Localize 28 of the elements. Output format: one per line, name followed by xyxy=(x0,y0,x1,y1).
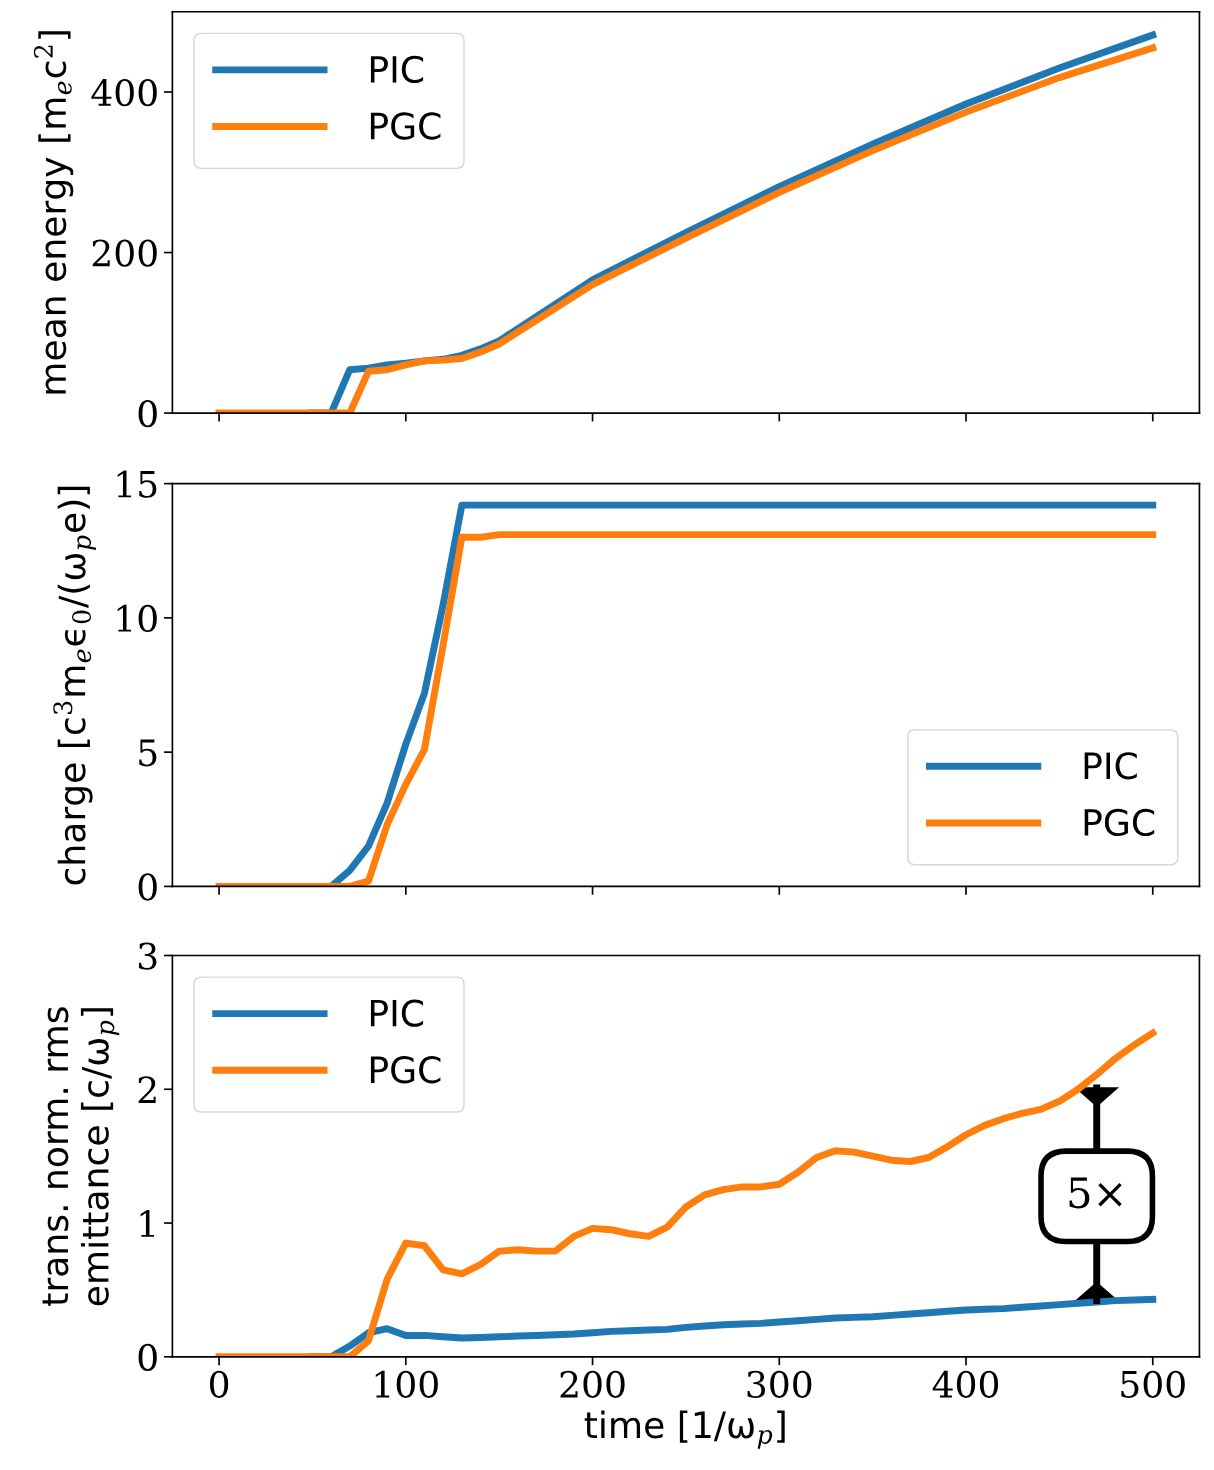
x-tick-label: 300 xyxy=(747,1370,812,1398)
legend-label: PGC xyxy=(370,1056,441,1084)
y-tick-label: 0 xyxy=(138,1343,157,1372)
y-axis-title: mean energy [m$_{e}$c$^{2}$] xyxy=(33,31,74,394)
legend-label: PIC xyxy=(1084,752,1137,780)
legend-label: PIC xyxy=(370,55,424,84)
x-tick-label: 100 xyxy=(375,1370,438,1398)
y-tick-label: 0 xyxy=(138,873,157,901)
legend-label: PGC xyxy=(370,112,441,140)
y-tick-label: 200 xyxy=(92,239,157,267)
y-tick-label: 400 xyxy=(91,78,157,107)
y-tick-label: 0 xyxy=(138,399,157,428)
y-tick-label: 5 xyxy=(139,739,157,767)
y-tick-label: 15 xyxy=(117,470,157,498)
y-axis-title: trans. norm. rms emittance [c/ω$_{p}$] xyxy=(42,1007,120,1306)
x-tick-label: 0 xyxy=(209,1370,229,1398)
x-tick-label: 200 xyxy=(560,1370,625,1398)
y-tick-label: 10 xyxy=(117,604,157,633)
x-tick-label: 500 xyxy=(1121,1370,1185,1398)
x-axis-title: time [1/ω$_{p}$] xyxy=(584,1410,785,1449)
legend-label: PIC xyxy=(370,999,424,1027)
x-tick-label: 400 xyxy=(932,1370,999,1398)
y-tick-label: 3 xyxy=(138,942,157,970)
y-tick-label: 1 xyxy=(140,1209,155,1237)
annotation: 5× xyxy=(1069,1177,1122,1209)
y-tick-label: 2 xyxy=(138,1076,156,1103)
text: charge [c$^{3}$m$_{e}$ϵ$_{0}$/(ω$_{p}$e)] xyxy=(53,486,96,885)
legend-label: PGC xyxy=(1084,808,1155,837)
